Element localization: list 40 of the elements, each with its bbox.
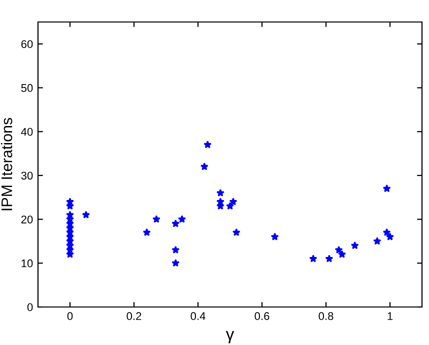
y-tick-label: 20 — [21, 216, 33, 224]
point — [226, 202, 234, 210]
point — [172, 246, 180, 254]
point — [172, 258, 180, 267]
point — [382, 184, 391, 192]
point — [229, 198, 238, 206]
point — [152, 215, 160, 223]
x-tick-label: 0 — [67, 312, 73, 320]
y-tick-label: 10 — [22, 259, 33, 268]
point — [204, 140, 212, 148]
point — [350, 241, 359, 250]
point — [66, 198, 74, 206]
y-tick-label: 40 — [21, 128, 33, 136]
point — [200, 162, 208, 170]
point — [373, 237, 382, 245]
point — [178, 215, 186, 223]
point — [325, 254, 334, 262]
x-tick-label: 0.8 — [318, 312, 334, 320]
point — [82, 210, 90, 218]
point — [382, 228, 391, 236]
point — [216, 188, 224, 197]
point — [172, 220, 180, 228]
y-tick-label: 50 — [21, 84, 33, 92]
y-tick-label: 0 — [27, 303, 33, 312]
x-tick-label: 0.2 — [126, 312, 142, 320]
point — [334, 246, 343, 254]
y-tick-label: 30 — [21, 172, 33, 180]
point — [270, 232, 279, 240]
y-axis-title: IPM Iterations — [0, 118, 12, 210]
y-tick-label: 60 — [21, 40, 33, 48]
point — [66, 210, 74, 218]
point — [338, 250, 346, 258]
point — [309, 254, 318, 262]
x-axis-title: γ — [226, 331, 234, 344]
x-tick-label: 0.6 — [254, 312, 270, 320]
point — [232, 228, 240, 236]
x-tick-label: 1 — [388, 312, 393, 320]
point — [142, 228, 151, 236]
x-tick-label: 0.4 — [190, 312, 206, 320]
point — [386, 232, 394, 240]
